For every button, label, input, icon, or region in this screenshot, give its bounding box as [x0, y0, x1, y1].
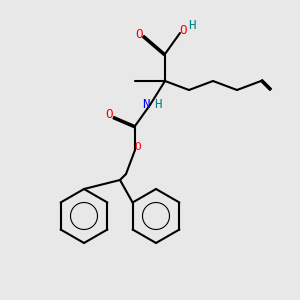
Text: O: O	[136, 28, 143, 41]
Text: O: O	[135, 142, 141, 152]
Text: N: N	[142, 98, 149, 112]
Text: H: H	[154, 98, 161, 112]
Text: O: O	[179, 23, 187, 37]
Text: H: H	[188, 19, 196, 32]
Text: O: O	[106, 107, 113, 121]
